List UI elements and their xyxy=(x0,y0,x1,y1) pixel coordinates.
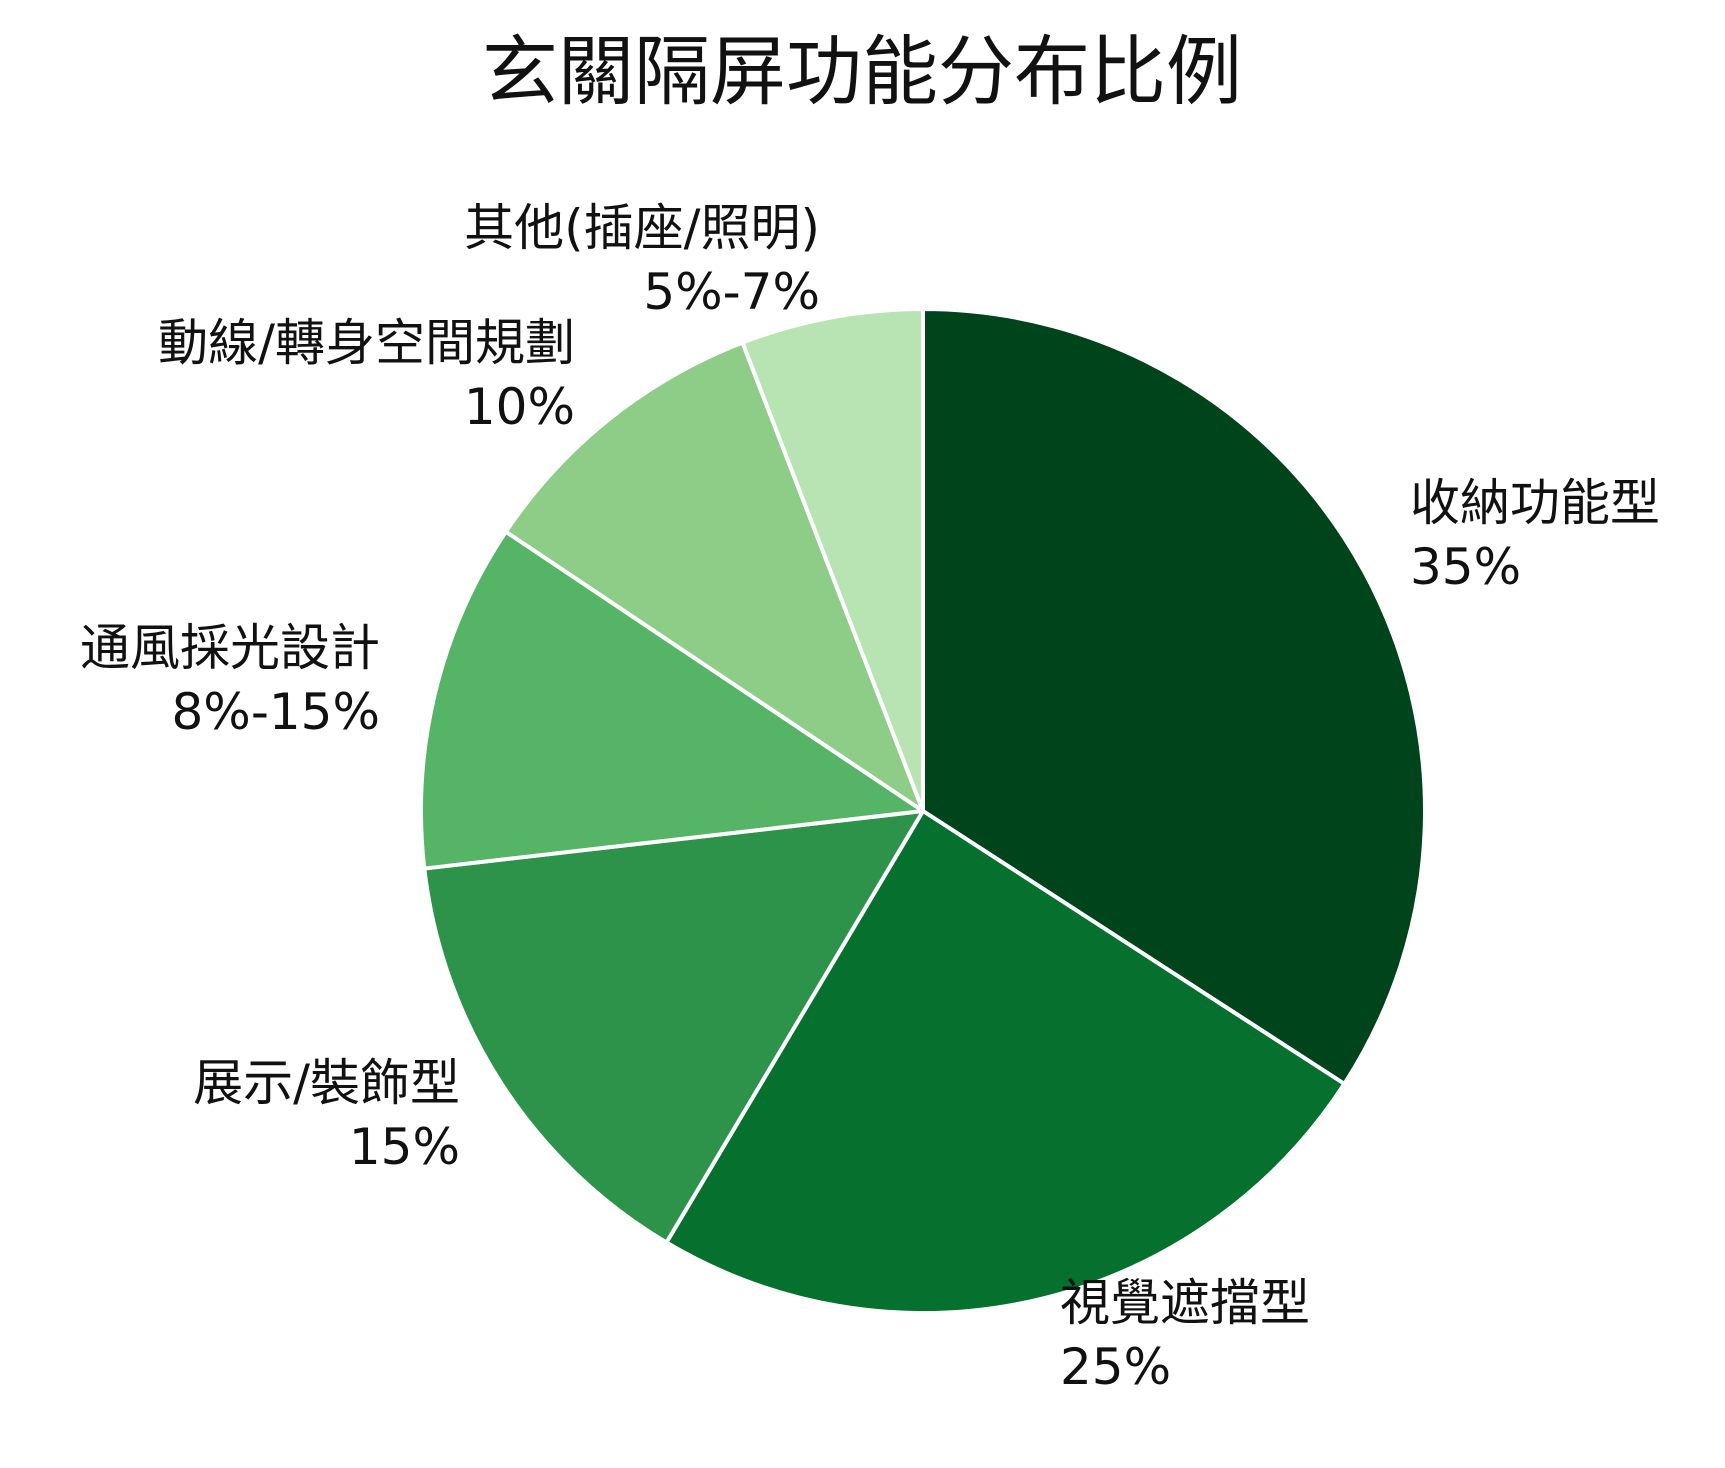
pie-labels: 收納功能型 35% 視覺遮擋型 25% 展示/裝飾型 15% 通風採光設計 8%-15% 動線/… xyxy=(80,199,1660,1396)
slice-value-label: 25% xyxy=(1060,1338,1171,1396)
pie-slice-3 xyxy=(422,809,925,1245)
pie-slice-6 xyxy=(740,307,925,813)
pie-slice-4 xyxy=(419,529,925,871)
slice-name-label: 其他(插座/照明) xyxy=(464,199,820,257)
chart-title: 玄關隔屏功能分布比例 xyxy=(482,27,1242,116)
pie-slices xyxy=(419,307,1427,1315)
pie-slice-2 xyxy=(664,809,1347,1315)
slice-value-label: 10% xyxy=(464,378,575,436)
pie-slice-5 xyxy=(503,340,925,813)
slice-value-label: 8%-15% xyxy=(172,683,381,741)
slice-name-label: 動線/轉身空間規劃 xyxy=(158,314,575,372)
slice-name-label: 收納功能型 xyxy=(1410,474,1660,532)
slice-value-label: 35% xyxy=(1410,538,1521,596)
slice-value-label: 5%-7% xyxy=(643,263,820,321)
slice-value-label: 15% xyxy=(349,1118,460,1176)
slice-name-label: 通風採光設計 xyxy=(80,619,380,677)
slice-name-label: 展示/裝飾型 xyxy=(193,1054,460,1112)
slice-name-label: 視覺遮擋型 xyxy=(1060,1274,1310,1332)
